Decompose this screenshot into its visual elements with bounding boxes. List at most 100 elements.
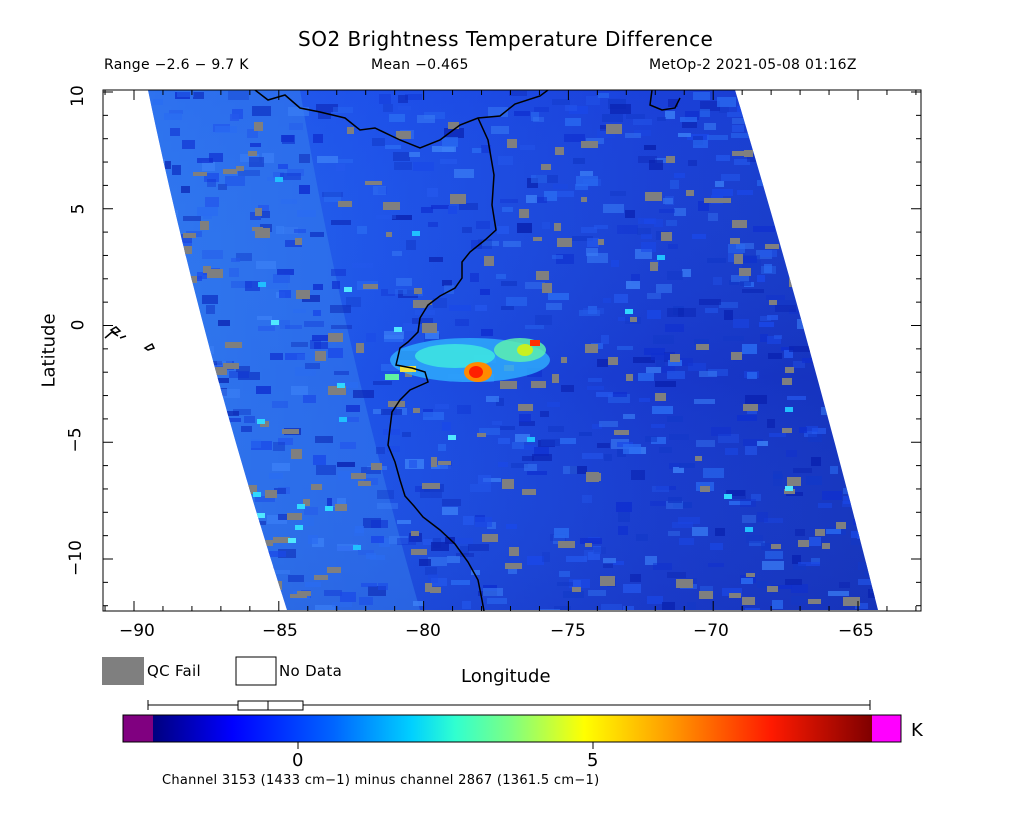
qc-fail-pixel — [836, 416, 842, 424]
qc-fail-label: QC Fail — [147, 662, 201, 680]
coastline — [104, 90, 681, 611]
qc-fail-pixel — [184, 246, 192, 254]
qc-fail-pixel — [676, 579, 693, 588]
axis-ticks — [103, 90, 921, 611]
qc-fail-pixel — [431, 457, 437, 467]
qc-fail-pixel — [836, 522, 846, 529]
colorbar-boxplot — [147, 700, 871, 711]
qc-fail-pixel — [197, 335, 206, 342]
qc-fail-pixel — [236, 166, 244, 171]
colorbar-tick-0: 0 — [292, 750, 304, 771]
qc-fail-pixel — [233, 524, 244, 528]
qc-fail-pixel — [557, 238, 572, 247]
colorbar-tick-5: 5 — [587, 750, 599, 771]
qc-fail-pixel — [338, 201, 352, 207]
qc-fail-pixel — [223, 363, 239, 369]
qc-fail-pixel — [666, 156, 675, 163]
qc-fail-pixel — [531, 381, 546, 388]
qc-fail-pixel — [265, 490, 277, 498]
lon-tick: −80 — [405, 621, 441, 641]
qc-fail-pixel — [854, 145, 861, 152]
qc-fail-pixel — [225, 342, 242, 348]
qc-fail-pixel — [255, 569, 263, 576]
qc-fail-pixel — [585, 344, 598, 353]
qc-fail-pixel — [296, 290, 310, 299]
qc-fail-pixel — [365, 181, 382, 185]
plot-frame — [102, 89, 922, 612]
qc-fail-pixel — [608, 357, 618, 365]
lat-tick: 0 — [68, 319, 89, 331]
qc-fail-pixel — [396, 131, 411, 139]
qc-fail-pixel — [411, 531, 419, 536]
qc-fail-pixel — [832, 260, 840, 268]
qc-fail-pixel — [696, 344, 709, 350]
qc-fail-pixel — [413, 408, 420, 413]
qc-fail-pixel — [626, 374, 633, 381]
qc-fail-pixel — [555, 147, 564, 155]
lon-tick: −65 — [838, 621, 874, 641]
lon-tick: −85 — [262, 621, 298, 641]
qc-fail-pixel — [598, 239, 604, 245]
qc-fail-pixel — [255, 228, 270, 238]
qc-fail-pixel — [371, 463, 382, 470]
qc-fail-pixel — [815, 529, 825, 536]
qc-fail-pixel — [183, 333, 193, 337]
qc-fail-pixel — [782, 428, 792, 433]
qc-fail-pixel — [554, 223, 561, 231]
qc-fail-pixel — [255, 208, 262, 216]
qc-fail-pixel — [843, 597, 860, 606]
qc-fail-pixel — [849, 188, 867, 196]
qc-fail-pixel — [200, 221, 209, 230]
qc-fail-pixel — [630, 317, 637, 322]
qc-fail-pixel — [742, 597, 755, 605]
qc-fail-pixel — [813, 340, 819, 346]
qc-fail-pixel — [183, 233, 196, 238]
colorbar-unit: K — [911, 720, 923, 741]
qc-fail-pixel — [271, 581, 282, 590]
qc-fail-pixel — [600, 576, 615, 586]
qc-fail-pixel — [784, 489, 795, 494]
qc-fail-pixel — [193, 172, 207, 176]
qc-fail-pixel — [572, 587, 581, 592]
qc-fail-pixel — [581, 141, 598, 148]
qc-fail-pixel — [273, 537, 290, 543]
qc-fail-pixel — [718, 198, 731, 203]
qc-fail-pixel — [822, 543, 830, 549]
qc-fail-pixel — [798, 226, 805, 234]
qc-fail-pixel — [670, 354, 680, 362]
qc-fail-pixel — [552, 374, 559, 383]
qc-fail-pixel — [351, 473, 366, 479]
qc-fail-pixel — [614, 430, 629, 435]
qc-fail-pixel — [235, 579, 242, 584]
qc-fail-pixel — [558, 541, 575, 548]
qc-fail-pixel — [734, 254, 743, 264]
lat-tick: −5 — [65, 427, 86, 453]
qc-fail-pixel — [311, 484, 322, 490]
qc-fail-pixel — [430, 587, 441, 593]
qc-fail-pixel — [746, 573, 755, 577]
qc-fail-pixel — [363, 284, 378, 289]
qc-fail-pixel — [287, 513, 302, 520]
y-axis-label: Latitude — [38, 313, 60, 388]
x-axis-label: Longitude — [461, 666, 551, 687]
lon-tick: −70 — [693, 621, 729, 641]
qc-fail-pixel — [328, 333, 343, 342]
qc-fail-pixel — [729, 593, 741, 598]
qc-fail-pixel — [327, 567, 341, 573]
qc-fail-pixel — [686, 190, 694, 196]
qc-fail-pixel — [787, 477, 801, 486]
no-data-label: No Data — [279, 662, 343, 680]
qc-fail-pixel — [798, 540, 809, 547]
qc-fail-pixel — [425, 583, 432, 592]
colorbar — [153, 715, 872, 742]
qc-fail-pixel — [704, 198, 722, 203]
qc-fail-pixel — [854, 371, 871, 376]
qc-fail-pixel — [507, 139, 517, 148]
qc-fail-pixel — [769, 300, 777, 305]
qc-fail-pixel — [519, 209, 529, 218]
qc-fail-pixel — [203, 266, 211, 273]
chart-title: SO2 Brightness Temperature Difference — [298, 27, 714, 51]
qc-fail-pixel — [809, 313, 822, 320]
qc-fail-pixel — [223, 169, 237, 174]
